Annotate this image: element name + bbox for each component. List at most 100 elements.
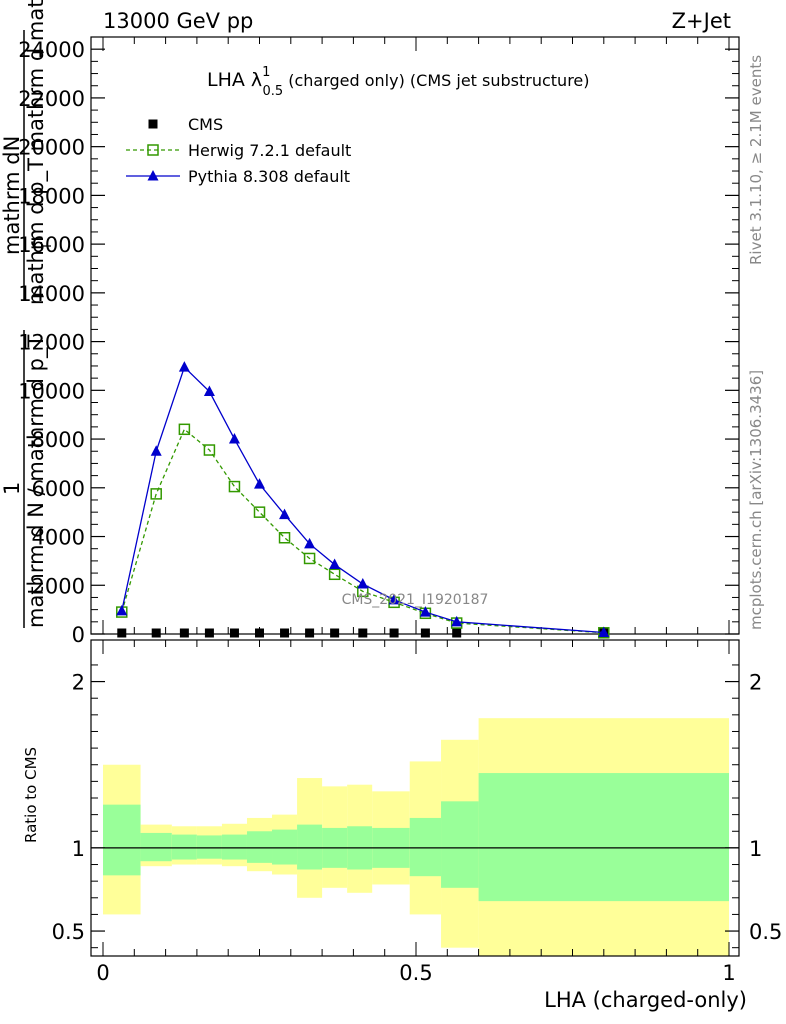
ylabel-t: T [40, 242, 55, 251]
ytick-label-12: 24000 [18, 38, 85, 62]
legend-marker-2 [147, 170, 159, 181]
series-0-point-10 [389, 628, 399, 638]
ytick-label-0: 0 [72, 623, 85, 647]
ytick-label-1: 2000 [32, 574, 85, 598]
series-0-point-4 [229, 628, 239, 638]
inner-band-11 [409, 817, 442, 877]
plot-title: LHA λ1 0.5 (charged only) (CMS jet substr… [207, 65, 590, 99]
inner-band-2 [171, 834, 197, 860]
ratio-ytick-label-left-1: 1 [72, 837, 85, 861]
series-0-point-2 [179, 628, 189, 638]
inner-band-0 [103, 804, 141, 876]
inner-band-4 [221, 834, 247, 860]
rivet-label: Rivet 3.1.10, ≥ 2.1M events [747, 55, 765, 265]
main-frame [90, 36, 740, 635]
series-1-point-2 [178, 423, 191, 436]
main-ylabel: mathrm dN mathrm d p_T mathrm d mathrm d… [0, 0, 55, 628]
series-0-point-7 [305, 628, 315, 638]
ylabel-prefix: 1 [0, 482, 24, 495]
series-2-point-12 [451, 615, 463, 627]
ytick-label-11: 22000 [18, 87, 85, 111]
xtick-label-2: 1 [722, 961, 735, 985]
series-0-point-12 [452, 628, 462, 638]
series-1-point-4 [228, 480, 241, 493]
ytick-label-5: 10000 [18, 379, 85, 403]
series-2-point-3 [203, 385, 215, 397]
ratio-ytick-label-left-2: 2 [72, 671, 85, 695]
ytick-label-7: 14000 [18, 282, 85, 306]
inner-band-6 [272, 829, 298, 865]
series-1-point-7 [303, 552, 316, 565]
ratio-ylabel: Ratio to CMS [22, 747, 40, 843]
plot-title-rest: (charged only) (CMS jet substructure) [283, 71, 589, 90]
inner-band-7 [297, 824, 323, 870]
plot-title-sub: 0.5 [262, 84, 283, 99]
series-2-point-7 [304, 537, 316, 549]
series-1-point-1 [150, 488, 162, 500]
ratio-axes: 0.5 0.5 1 1 2 2 0 0.5 1 [52, 639, 782, 985]
series-1-point-3 [203, 444, 216, 456]
ytick-label-2: 4000 [32, 526, 85, 550]
watermark: CMS_2021_I1920187 [342, 592, 489, 608]
ratio-ytick-label-right-0: 0.5 [749, 920, 782, 944]
series-2-point-5 [254, 478, 265, 489]
series-2-point-1 [150, 445, 162, 456]
header-left: 13000 GeV pp [103, 9, 253, 33]
inner-band-5 [246, 831, 273, 863]
ratio-ytick-label-right-1: 1 [749, 837, 762, 861]
legend-label-1: Herwig 7.2.1 default [188, 141, 351, 160]
main-axes: 0 2000 4000 6000 8000 10000 12000 14000 16000 180… [18, 36, 740, 647]
legend: CMS Herwig 7.2.1 default Pythia 8.308 defa… [126, 115, 351, 186]
xlabel: LHA (charged-only) [544, 988, 747, 1012]
ytick-label-4: 8000 [32, 428, 85, 452]
series-0-point-5 [255, 628, 264, 638]
series-1-point-5 [253, 506, 266, 518]
header-right: Z+Jet [672, 9, 731, 33]
ytick-label-3: 6000 [32, 477, 85, 501]
main-plot: 0 2000 4000 6000 8000 10000 12000 14000 16000 180… [0, 0, 740, 647]
series-0-point-0 [117, 628, 127, 638]
series-2-point-13 [598, 626, 610, 638]
main-series [116, 361, 610, 639]
inner-band-13 [478, 773, 729, 902]
ytick-label-9: 18000 [18, 184, 85, 208]
series-0-point-11 [420, 628, 430, 638]
series-0-point-6 [280, 628, 290, 638]
inner-band-3 [196, 835, 222, 859]
series-0-point-1 [151, 628, 161, 638]
xtick-label-0: 0 [96, 961, 109, 985]
inner-band-1 [140, 832, 172, 862]
plot-title-main: LHA λ [207, 69, 262, 91]
ytick-label-6: 12000 [18, 331, 85, 355]
ylabel-prefix-den: mathrm d N / mathrm d p_T [24, 334, 49, 628]
ylabel-num: mathrm dN [0, 136, 24, 255]
series-2-point-4 [228, 433, 240, 444]
inner-band-12 [441, 801, 479, 888]
plot-title-sup: 1 [262, 65, 270, 80]
ratio-bands [91, 718, 739, 956]
series-2-point-10 [388, 593, 400, 605]
series-1-point-6 [278, 531, 291, 544]
series-2-point-0 [116, 604, 128, 616]
legend-label-0: CMS [188, 115, 223, 134]
ratio-plot: 0.5 0.5 1 1 2 2 0 0.5 1 Ratio to CMS LHA (charge… [22, 639, 782, 1012]
ylabel-den: mathrm d p_T mathrm d mathrm d lambda [24, 0, 49, 305]
legend-marker-0 [148, 119, 158, 129]
xtick-label-1: 0.5 [399, 961, 432, 985]
series-0-point-8 [330, 628, 340, 638]
legend-marker-1 [147, 144, 159, 156]
series-2-point-2 [178, 361, 190, 372]
series-2-point-11 [419, 606, 431, 617]
series-1-point-8 [328, 568, 341, 581]
mcplots-label: mcplots.cern.ch [arXiv:1306.3436] [747, 370, 765, 630]
series-2-point-9 [357, 578, 369, 589]
ratio-ytick-label-left-0: 0.5 [52, 920, 85, 944]
series-0-point-9 [358, 628, 368, 638]
ytick-label-8: 16000 [18, 233, 85, 257]
legend-label-2: Pythia 8.308 default [188, 167, 350, 186]
series-2-point-6 [279, 508, 291, 520]
series-0-point-3 [204, 628, 214, 638]
series-2-point-8 [329, 558, 341, 570]
ytick-label-10: 20000 [18, 136, 85, 160]
